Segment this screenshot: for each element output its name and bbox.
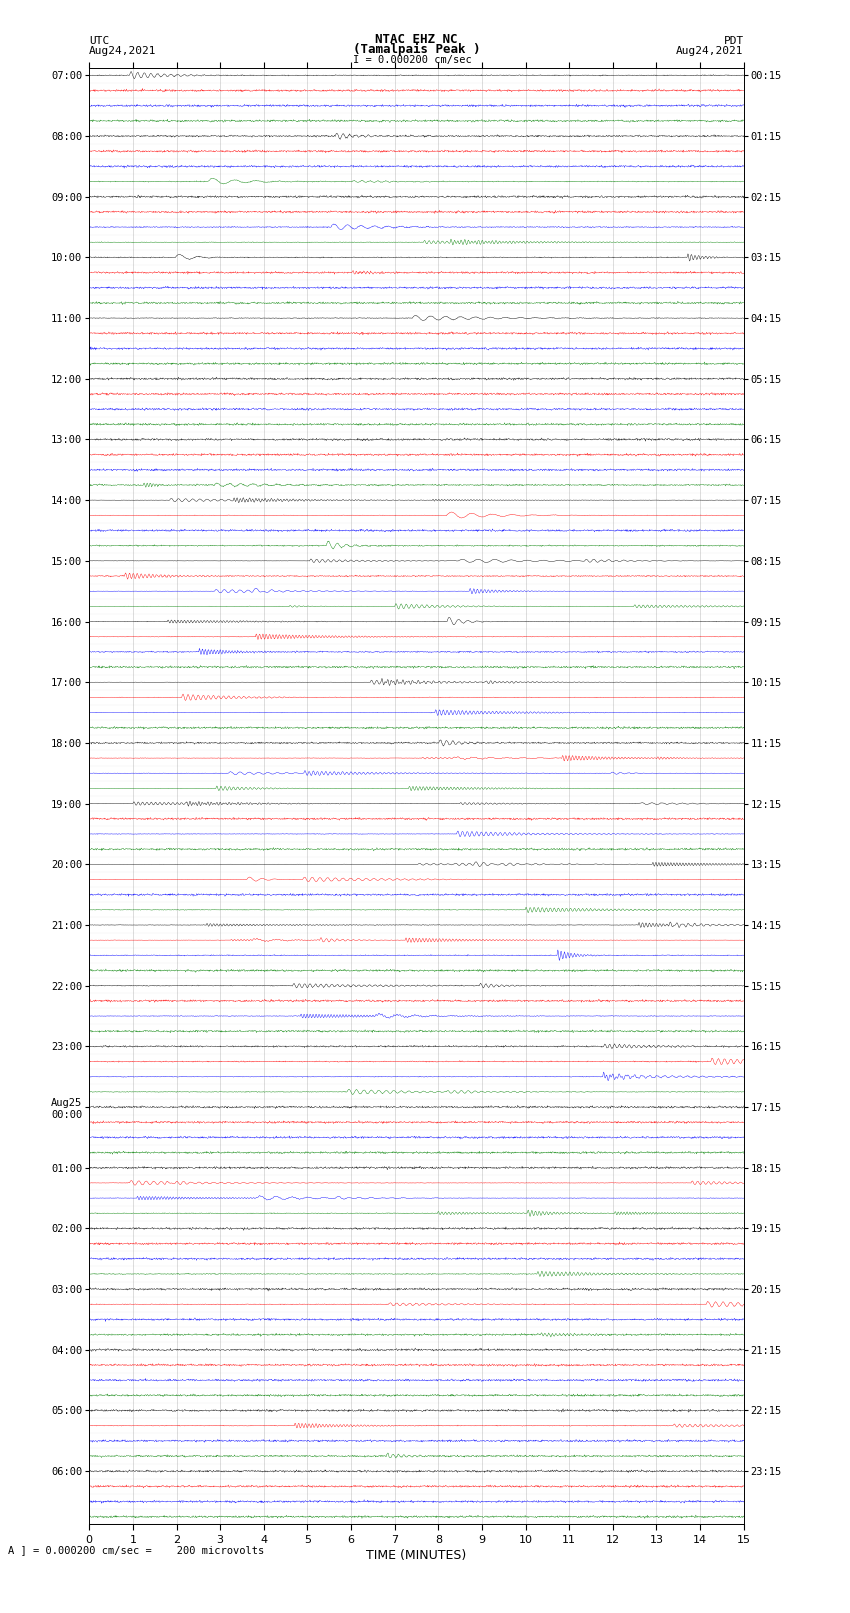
Text: UTC: UTC — [89, 35, 110, 45]
Text: I = 0.000200 cm/sec: I = 0.000200 cm/sec — [353, 55, 472, 65]
Text: (Tamalpais Peak ): (Tamalpais Peak ) — [353, 42, 480, 56]
Text: Aug24,2021: Aug24,2021 — [677, 45, 744, 56]
Text: Aug24,2021: Aug24,2021 — [89, 45, 156, 56]
Text: PDT: PDT — [723, 35, 744, 45]
X-axis label: TIME (MINUTES): TIME (MINUTES) — [366, 1548, 467, 1561]
Text: A ] = 0.000200 cm/sec =    200 microvolts: A ] = 0.000200 cm/sec = 200 microvolts — [8, 1545, 264, 1555]
Text: NTAC EHZ NC: NTAC EHZ NC — [375, 32, 458, 45]
